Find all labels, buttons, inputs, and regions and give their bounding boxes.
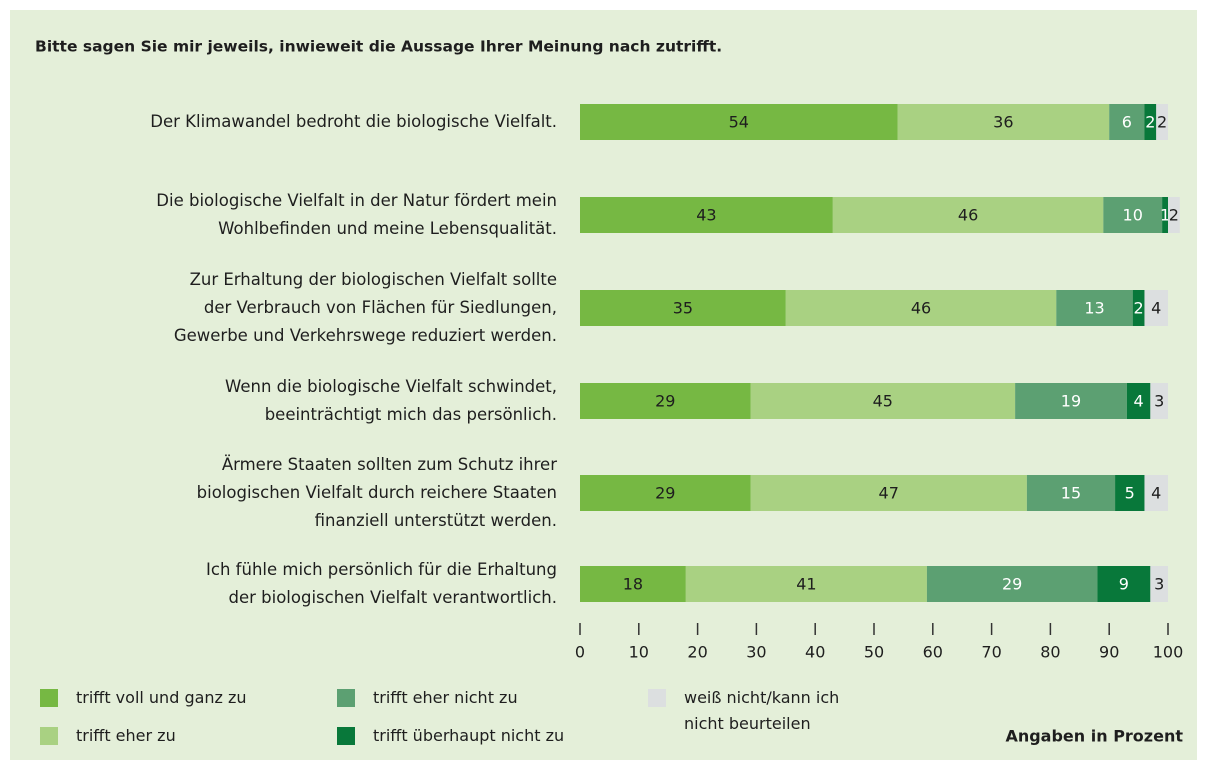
x-tick-label: 40 xyxy=(805,643,825,662)
value-label: 6 xyxy=(1122,113,1132,132)
value-label: 1 xyxy=(1160,206,1170,225)
value-label: 19 xyxy=(1061,392,1081,411)
bar-segment xyxy=(832,197,1104,233)
value-label: 46 xyxy=(911,299,931,318)
value-label: 4 xyxy=(1151,484,1161,503)
value-label: 13 xyxy=(1084,299,1104,318)
bar-segment xyxy=(1150,383,1168,419)
bar-segment xyxy=(1156,104,1168,140)
legend-label: weiß nicht/kann ich nicht beurteilen xyxy=(684,688,840,733)
value-label: 45 xyxy=(873,392,893,411)
bar-segment xyxy=(685,566,927,602)
x-tick-label: 20 xyxy=(687,643,707,662)
bar-segment xyxy=(750,475,1027,511)
bar-segment xyxy=(897,104,1110,140)
value-label: 29 xyxy=(655,392,675,411)
chart-svg: Bitte sagen Sie mir jeweils, inwieweit d… xyxy=(35,38,1184,746)
x-tick-label: 50 xyxy=(864,643,884,662)
value-label: 3 xyxy=(1154,392,1164,411)
value-label: 41 xyxy=(796,575,816,594)
bar-segment xyxy=(1115,475,1145,511)
bar-segment xyxy=(1056,290,1133,326)
value-label: 36 xyxy=(993,113,1013,132)
bar-segment xyxy=(580,566,686,602)
x-tick-label: 0 xyxy=(575,643,585,662)
legend-label: trifft eher nicht zu xyxy=(373,688,518,707)
x-tick-label: 90 xyxy=(1099,643,1119,662)
category-label: Wenn die biologische Vielfalt schwindet,… xyxy=(225,377,557,424)
bar-segment xyxy=(1144,290,1168,326)
bar-segment xyxy=(1103,197,1163,233)
value-label: 29 xyxy=(655,484,675,503)
bar-segment xyxy=(1150,566,1168,602)
chart-title: Bitte sagen Sie mir jeweils, inwieweit d… xyxy=(35,38,722,56)
value-label: 2 xyxy=(1157,113,1167,132)
value-label: 35 xyxy=(673,299,693,318)
value-label: 3 xyxy=(1154,575,1164,594)
bar-segment xyxy=(926,566,1098,602)
legend-swatch xyxy=(648,689,666,707)
bar-segment xyxy=(1132,290,1145,326)
bar-segment xyxy=(1144,104,1157,140)
bar-segment xyxy=(580,197,833,233)
legend-label: trifft überhaupt nicht zu xyxy=(373,726,565,745)
category-label: Zur Erhaltung der biologischen Vielfalt … xyxy=(173,270,557,345)
bar-segment xyxy=(1162,197,1168,233)
x-tick-label: 70 xyxy=(981,643,1001,662)
value-label: 2 xyxy=(1145,113,1155,132)
category-label: Ärmere Staaten sollten zum Schutz ihrer … xyxy=(196,455,557,530)
value-label: 10 xyxy=(1123,206,1143,225)
x-tick-label: 60 xyxy=(923,643,943,662)
value-label: 29 xyxy=(1002,575,1022,594)
bar-segment xyxy=(1168,197,1180,233)
bar-segment xyxy=(1109,104,1145,140)
legend-swatch xyxy=(337,727,355,745)
value-label: 54 xyxy=(729,113,749,132)
legend-label: trifft eher zu xyxy=(76,726,176,745)
bar-segment xyxy=(580,104,898,140)
value-label: 43 xyxy=(696,206,716,225)
chart: Bitte sagen Sie mir jeweils, inwieweit d… xyxy=(10,10,1197,760)
category-label: Ich fühle mich persönlich für die Erhalt… xyxy=(206,560,557,607)
x-tick-label: 30 xyxy=(746,643,766,662)
note: Angaben in Prozent xyxy=(1005,727,1183,746)
bar-segment xyxy=(580,475,751,511)
value-label: 4 xyxy=(1134,392,1144,411)
bar-segment xyxy=(1144,475,1168,511)
legend-swatch xyxy=(40,727,58,745)
bar-segment xyxy=(1026,475,1116,511)
bar-segment xyxy=(1126,383,1151,419)
bar-segment xyxy=(785,290,1057,326)
bar-segment xyxy=(580,290,786,326)
value-label: 46 xyxy=(958,206,978,225)
value-label: 5 xyxy=(1125,484,1135,503)
x-tick-label: 100 xyxy=(1153,643,1184,662)
value-label: 2 xyxy=(1169,206,1179,225)
legend-swatch xyxy=(40,689,58,707)
value-label: 4 xyxy=(1151,299,1161,318)
category-label: Der Klimawandel bedroht die biologische … xyxy=(150,112,557,131)
x-tick-label: 80 xyxy=(1040,643,1060,662)
value-label: 2 xyxy=(1134,299,1144,318)
value-label: 18 xyxy=(623,575,643,594)
legend-label: trifft voll und ganz zu xyxy=(76,688,247,707)
value-label: 9 xyxy=(1119,575,1129,594)
legend-swatch xyxy=(337,689,355,707)
bar-segment xyxy=(580,383,751,419)
value-label: 15 xyxy=(1061,484,1081,503)
value-label: 47 xyxy=(879,484,899,503)
x-tick-label: 10 xyxy=(629,643,649,662)
bar-segment xyxy=(750,383,1016,419)
bar-segment xyxy=(1097,566,1151,602)
bar-segment xyxy=(1015,383,1127,419)
category-label: Die biologische Vielfalt in der Natur fö… xyxy=(156,191,557,238)
